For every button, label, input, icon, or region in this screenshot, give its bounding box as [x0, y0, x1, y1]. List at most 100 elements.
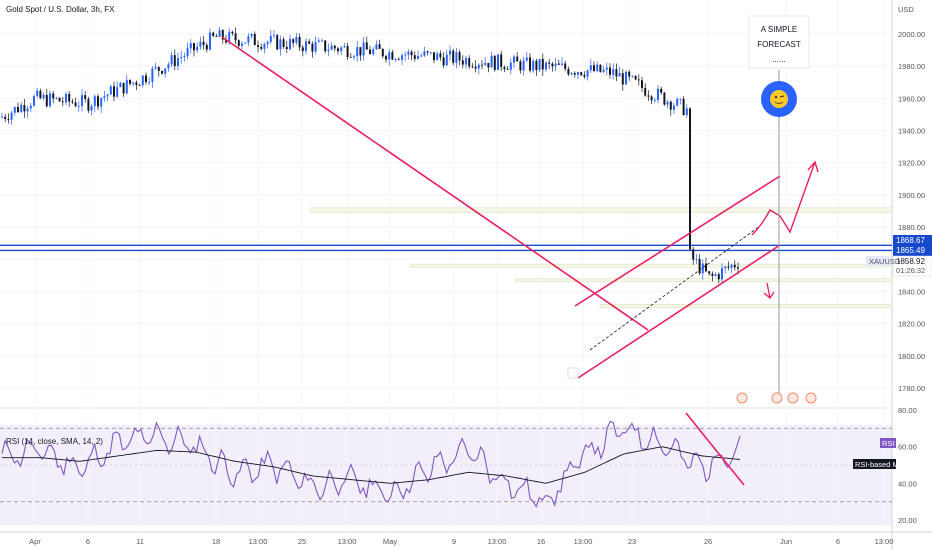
rsi-tick-label: 60.00 [898, 443, 917, 452]
candle-body [68, 93, 71, 102]
candle-body [586, 70, 589, 77]
candle-body [442, 57, 445, 66]
candle-body [113, 86, 115, 97]
candle-body [122, 82, 125, 94]
candle-body [647, 95, 650, 97]
candle-body [717, 274, 720, 280]
rsi-trendline [685, 412, 745, 486]
low-marker-box [567, 367, 579, 379]
candle-body [17, 106, 19, 113]
candle-body [100, 98, 103, 107]
candle-body [548, 62, 551, 64]
candle-body [266, 41, 269, 45]
candle-body [71, 101, 74, 103]
candle-body [289, 39, 291, 50]
candle-body [701, 263, 704, 274]
candle-body [394, 59, 397, 60]
price-tick-label: 1780.00 [898, 384, 925, 393]
candle-body [580, 72, 583, 76]
candle-body [420, 55, 423, 57]
candle-body [471, 66, 474, 68]
price-tick-label: 1880.00 [898, 223, 925, 232]
candle-body [305, 41, 307, 52]
candle-body [532, 60, 535, 71]
candle-body [247, 36, 250, 43]
candle-body [87, 98, 90, 111]
forecast-note-line-1: A SIMPLE [761, 25, 797, 34]
candle-body [119, 82, 122, 88]
price-tick-label: 1800.00 [898, 352, 925, 361]
forecast-down-arrow [763, 282, 775, 299]
rsi-title: RSI (14, close, SMA, 14, 2) [6, 437, 103, 446]
event-flags[interactable] [736, 392, 817, 404]
time-tick-label: 6 [86, 537, 90, 546]
candle-body [141, 75, 144, 86]
candle-body [679, 98, 682, 100]
us-flag-icon[interactable] [736, 392, 748, 404]
candle-body [417, 55, 419, 59]
candle-body [708, 271, 711, 274]
candle-body [372, 49, 375, 55]
candle-body [618, 73, 621, 77]
candle-body [369, 49, 371, 55]
time-tick-label: 18 [212, 537, 220, 546]
candle-body [135, 82, 138, 86]
candle-body [625, 71, 627, 85]
candle-body [193, 43, 195, 51]
us-flag-icon[interactable] [787, 392, 799, 404]
price-tick-label: 1960.00 [898, 94, 925, 103]
candle-body [74, 102, 77, 107]
candle-body [170, 55, 173, 65]
candle-body [244, 42, 247, 44]
candle-body [285, 46, 288, 50]
candle-body [228, 31, 231, 43]
candle-body [439, 53, 442, 58]
time-tick-label: 13:00 [249, 537, 268, 546]
time-tick-label: Apr [29, 537, 41, 546]
candle-body [61, 101, 64, 103]
candle-body [253, 33, 256, 46]
candle-body [311, 43, 314, 52]
price-label-text: 1865.49 [896, 246, 925, 255]
candle-body [663, 92, 666, 105]
time-tick-label: 6 [836, 537, 840, 546]
candle-body [468, 58, 471, 67]
rsi-tick-label: 40.00 [898, 479, 917, 488]
time-tick-label: 26 [704, 537, 712, 546]
candle-body [455, 52, 458, 63]
price-tick-label: 1920.00 [898, 159, 925, 168]
candle-body [452, 50, 455, 63]
candle-body [250, 33, 253, 37]
candle-body [436, 53, 439, 61]
us-flag-icon[interactable] [805, 392, 817, 404]
candle-body [215, 35, 218, 37]
candle-body [433, 52, 435, 61]
candle-body [721, 268, 723, 280]
last-price-label: 1858.92 01:26:32 [892, 255, 932, 277]
forecast-up-arrowhead [807, 160, 819, 173]
last-price-text: 1858.92 [896, 257, 925, 266]
candle-body [391, 52, 394, 60]
candle-body [522, 60, 525, 71]
candle-body [29, 105, 32, 109]
support-zone [309, 207, 893, 213]
rsi-legend-tag: RSI [880, 438, 896, 448]
candle-body [465, 58, 467, 65]
candle-body [317, 40, 320, 43]
candle-body [177, 58, 179, 67]
price-label-1868: 1868.67 [893, 235, 932, 246]
candle-body [583, 75, 586, 77]
candle-body [161, 70, 163, 74]
candle-body [138, 85, 141, 86]
forecast-note[interactable]: A SIMPLE FORECAST ...... [748, 15, 810, 69]
candle-body [653, 99, 656, 101]
candle-body [205, 44, 208, 50]
time-tick-label: 9 [452, 537, 456, 546]
candle-body [282, 39, 285, 47]
candle-body [634, 75, 637, 80]
us-flag-icon[interactable] [771, 392, 783, 404]
candle-body [52, 93, 55, 99]
candle-body [589, 65, 592, 71]
rsi-pane [0, 412, 892, 508]
